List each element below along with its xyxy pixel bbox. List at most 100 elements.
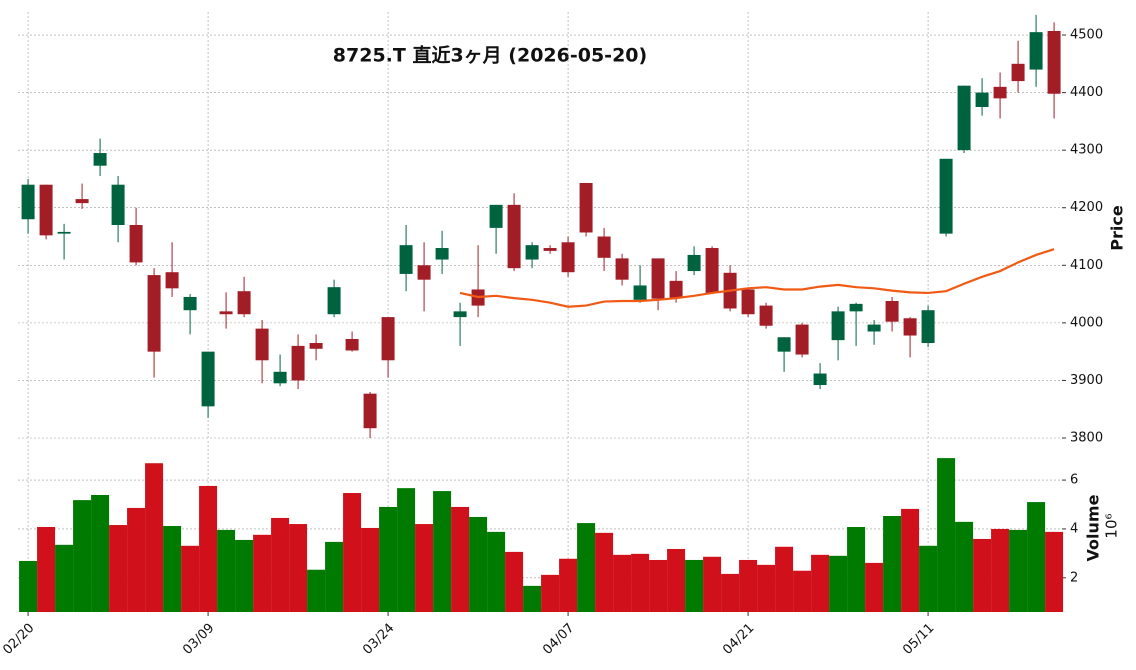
candle-body	[777, 337, 791, 352]
candle-body	[417, 265, 431, 280]
volume-bar	[19, 560, 38, 612]
moving-average-line	[459, 248, 1055, 308]
candle-body	[507, 204, 521, 269]
volume-bar	[955, 521, 974, 612]
candle-body	[1011, 63, 1025, 82]
volume-bar	[775, 546, 794, 612]
volume-bar	[919, 545, 938, 612]
volume-axis-label: Volume	[1084, 494, 1103, 561]
volume-bar	[739, 559, 758, 612]
volume-bar	[253, 534, 272, 612]
candle-body	[957, 85, 971, 151]
volume-bar	[595, 532, 614, 612]
candle-body	[633, 285, 647, 300]
candle-body	[849, 303, 863, 312]
y-tick-label: 2	[1070, 570, 1078, 585]
candle-body	[219, 311, 233, 315]
candle-body	[147, 275, 161, 352]
candle-body	[165, 272, 179, 289]
volume-bar	[469, 516, 488, 612]
volume-bar	[577, 523, 596, 612]
volume-bar	[703, 556, 722, 612]
volume-bar	[649, 559, 668, 612]
x-tick-label: 03/24	[360, 621, 397, 658]
candle-body	[291, 345, 305, 381]
volume-bar	[685, 559, 704, 612]
candle-body	[993, 86, 1007, 99]
y-tick-label: 3900	[1070, 373, 1103, 388]
candle-body	[183, 296, 197, 311]
candle-body	[399, 245, 413, 274]
candle-body	[705, 248, 719, 293]
volume-bar	[559, 558, 578, 612]
volume-bar	[271, 517, 290, 612]
candle-body	[309, 343, 323, 349]
candle-body	[561, 242, 575, 273]
volume-bar	[109, 525, 128, 612]
volume-bar	[1027, 502, 1046, 612]
candle-body	[543, 248, 557, 251]
candle-body	[75, 199, 89, 204]
volume-bar	[613, 554, 632, 612]
candle-body	[903, 318, 917, 336]
volume-bar	[181, 545, 200, 612]
candle-body	[579, 182, 593, 233]
volume-bar	[793, 570, 812, 612]
volume-bar	[415, 524, 434, 612]
y-tick-label: 3800	[1070, 431, 1103, 446]
volume-bar	[325, 541, 344, 612]
y-tick-label: 4500	[1070, 28, 1103, 43]
volume-bar	[163, 526, 182, 612]
volume-bar	[865, 562, 884, 612]
volume-bar	[145, 463, 164, 612]
x-tick-label: 04/07	[540, 621, 577, 658]
y-tick-label: 4400	[1070, 85, 1103, 100]
volume-bar	[667, 548, 686, 612]
y-tick-label: 4200	[1070, 200, 1103, 215]
candle-body	[669, 280, 683, 299]
volume-bar	[523, 585, 542, 612]
volume-bar	[217, 529, 236, 612]
volume-bar	[37, 526, 56, 612]
volume-bar	[343, 493, 362, 612]
chart-title: 8725.T 直近3ヶ月 (2026-05-20)	[333, 44, 647, 67]
volume-bar	[631, 553, 650, 612]
x-tick-label: 05/11	[900, 621, 937, 658]
candle-body	[129, 225, 143, 263]
volume-bar	[937, 458, 956, 612]
volume-bar	[487, 531, 506, 612]
candle-body	[615, 258, 629, 280]
y-tick-label: 4300	[1070, 143, 1103, 158]
volume-bar	[829, 555, 848, 612]
candle-body	[813, 373, 827, 386]
candle-body	[237, 291, 251, 315]
volume-bar	[361, 527, 380, 612]
candle-body	[381, 317, 395, 361]
volume-bar	[991, 528, 1010, 612]
volume-bar	[541, 574, 560, 612]
volume-bar	[1045, 531, 1064, 612]
candle-body	[939, 158, 953, 234]
volume-bar	[811, 554, 830, 612]
volume-bar	[973, 538, 992, 612]
volume-bar	[901, 508, 920, 612]
volume-bar	[883, 515, 902, 612]
candle-body	[327, 287, 341, 315]
candle-body	[39, 184, 53, 236]
candle-body	[111, 184, 125, 225]
candle-body	[651, 258, 665, 299]
volume-bar	[55, 544, 74, 612]
candle-body	[93, 153, 107, 166]
volume-bar	[127, 507, 146, 612]
volume-bar	[235, 539, 254, 612]
y-tick-label: 6	[1070, 473, 1078, 488]
candle-body	[21, 184, 35, 220]
candle-body	[1047, 30, 1061, 94]
volume-bar	[505, 551, 524, 612]
volume-bar	[1009, 529, 1028, 612]
price-axis-label: Price	[1108, 205, 1127, 251]
candle-body	[867, 324, 881, 332]
candle-body	[489, 204, 503, 228]
x-tick-label: 02/20	[0, 621, 37, 658]
candle-body	[975, 92, 989, 107]
